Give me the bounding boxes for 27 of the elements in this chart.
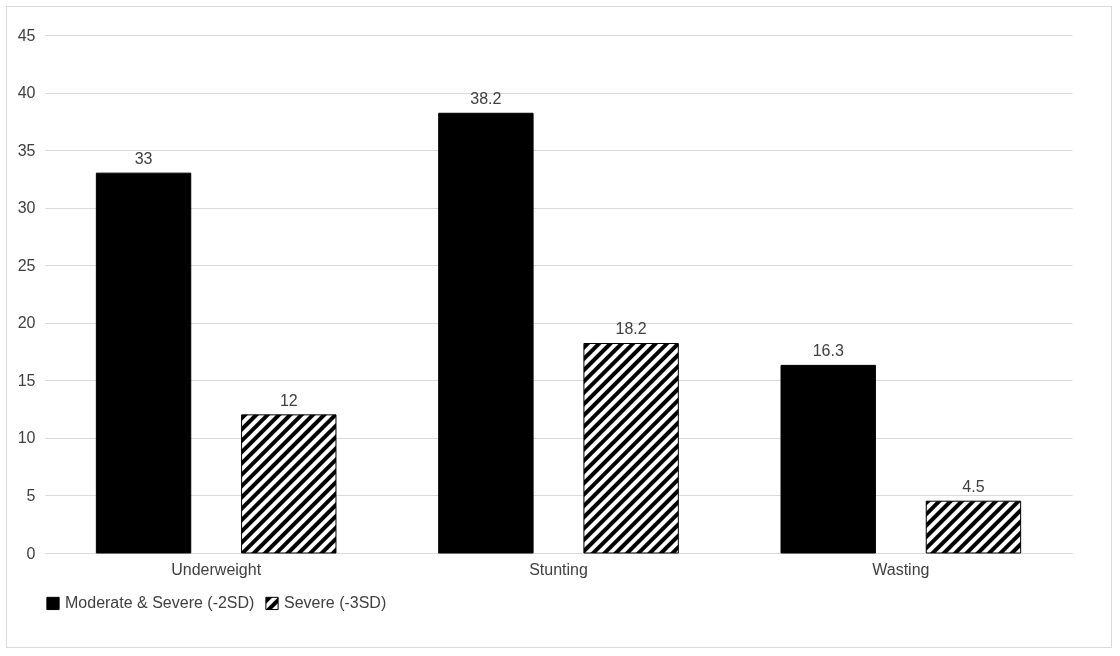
y-tick-label: 30 — [17, 199, 36, 217]
y-tick-label: 10 — [17, 429, 36, 447]
y-tick-label: 40 — [17, 84, 36, 102]
bar — [241, 414, 337, 554]
legend-label: Moderate & Severe (-2SD) — [65, 594, 255, 612]
data-label: 4.5 — [962, 478, 985, 496]
data-label: 38.2 — [470, 90, 502, 108]
data-label: 16.3 — [812, 342, 844, 360]
legend-label: Severe (-3SD) — [284, 594, 387, 612]
bar — [780, 364, 876, 554]
bar — [583, 343, 679, 554]
bar — [925, 500, 1022, 554]
y-tick-label: 35 — [17, 141, 36, 159]
data-label: 12 — [279, 391, 298, 409]
y-tick-label: 20 — [17, 314, 36, 332]
y-tick-label: 25 — [17, 256, 36, 274]
bar — [438, 112, 534, 554]
y-tick-label: 0 — [26, 544, 36, 562]
bar — [95, 172, 192, 554]
y-tick-label: 5 — [26, 486, 36, 504]
data-label: 18.2 — [615, 320, 647, 338]
x-tick-label: Underweight — [171, 560, 262, 578]
y-tick-label: 15 — [17, 371, 36, 389]
x-tick-label: Stunting — [529, 560, 588, 578]
data-label: 33 — [134, 150, 153, 168]
y-tick-label: 45 — [17, 26, 36, 44]
x-tick-label: Wasting — [872, 560, 930, 578]
